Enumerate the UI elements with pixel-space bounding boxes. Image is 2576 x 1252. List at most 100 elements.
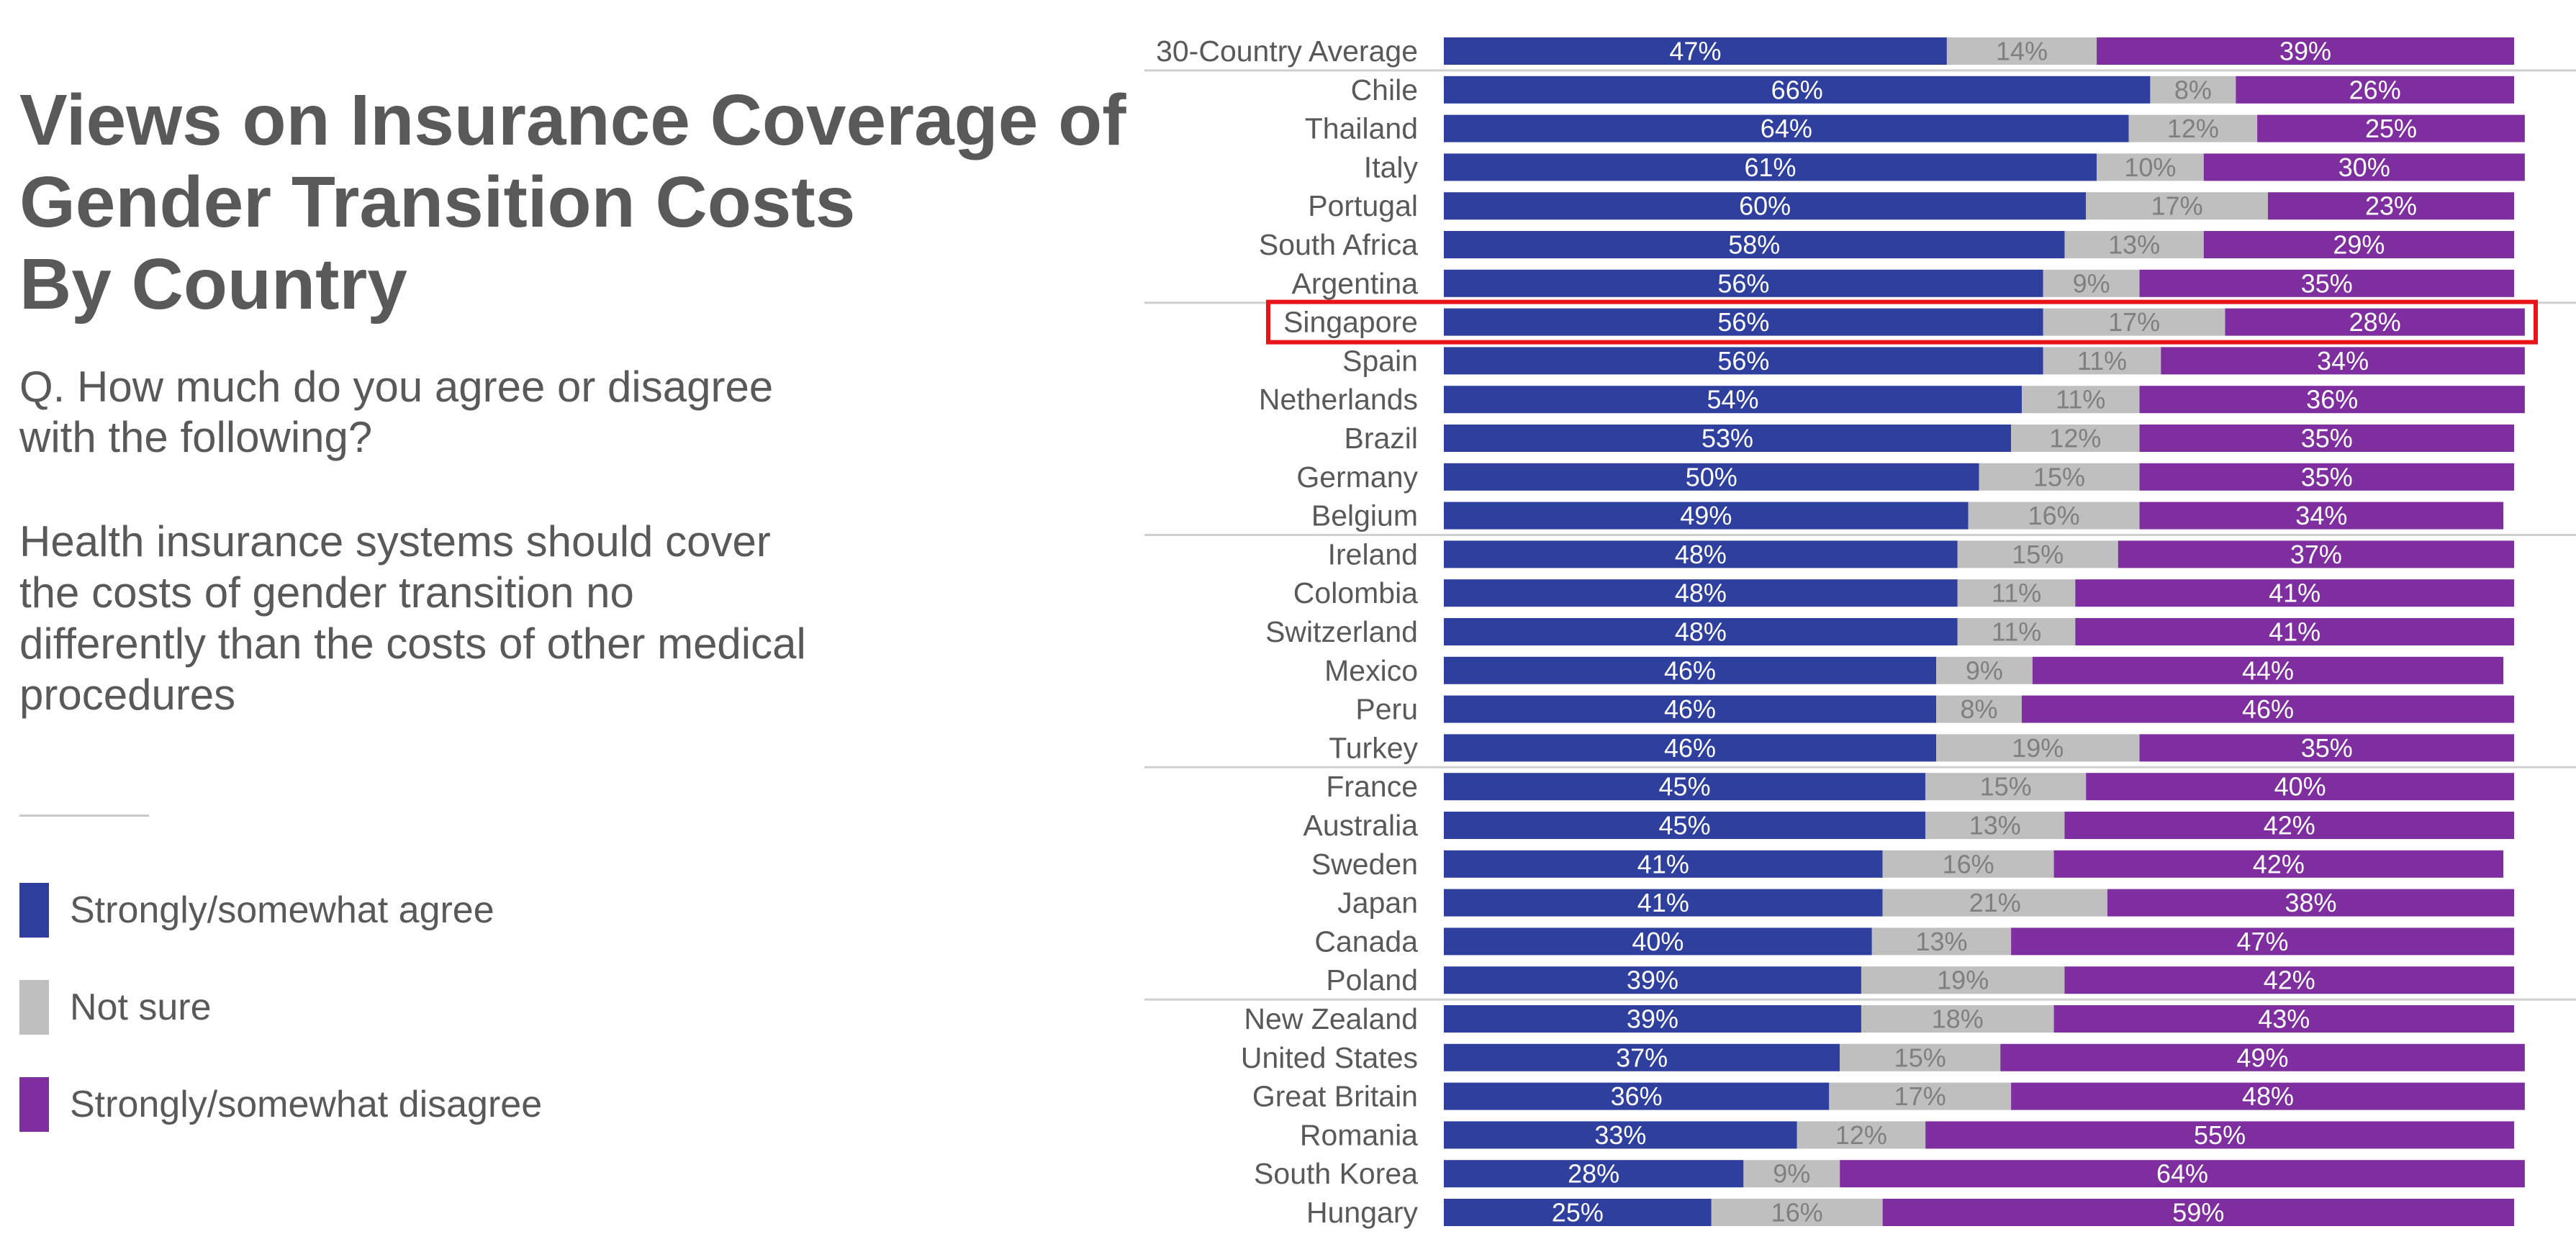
data-label-hungary-strongly-somewhat-agree: 25%	[1552, 1198, 1604, 1228]
bar-argentina-strongly-somewhat-disagree	[2139, 269, 2514, 297]
category-label-romania: Romania	[1300, 1118, 1418, 1151]
bar-portugal-strongly-somewhat-agree	[1444, 192, 2087, 220]
bar-italy-not-sure	[2097, 153, 2204, 181]
bar-great-britain-strongly-somewhat-disagree	[2011, 1082, 2525, 1110]
legend-swatch-disagree	[19, 1077, 49, 1132]
bar-italy-strongly-somewhat-agree	[1444, 153, 2097, 181]
data-label-australia-strongly-somewhat-disagree: 42%	[2264, 811, 2315, 840]
data-label-south-africa-strongly-somewhat-agree: 58%	[1728, 230, 1780, 260]
bar-chile-not-sure	[2150, 76, 2236, 104]
data-label-south-korea-strongly-somewhat-disagree: 64%	[2156, 1159, 2208, 1189]
category-label-italy: Italy	[1364, 150, 1419, 183]
data-label-canada-not-sure: 13%	[1915, 927, 1967, 956]
bar-australia-strongly-somewhat-agree	[1444, 812, 1926, 839]
bar-poland-not-sure	[1861, 966, 2065, 994]
category-label-argentina: Argentina	[1291, 267, 1418, 300]
data-label-argentina-not-sure: 9%	[2073, 268, 2110, 298]
bar-sweden-not-sure	[1882, 850, 2054, 878]
bar-italy-strongly-somewhat-disagree	[2203, 153, 2525, 181]
data-label-japan-not-sure: 21%	[1969, 888, 2021, 917]
bar-belgium-strongly-somewhat-disagree	[2139, 502, 2504, 530]
bar-germany-strongly-somewhat-agree	[1444, 463, 1979, 491]
legend-label-agree: Strongly/somewhat agree	[70, 889, 494, 931]
data-label-turkey-not-sure: 19%	[2012, 733, 2064, 763]
data-label-great-britain-not-sure: 17%	[1894, 1081, 1946, 1111]
data-label-colombia-strongly-somewhat-agree: 48%	[1675, 579, 1727, 608]
bar-hungary-strongly-somewhat-agree	[1444, 1199, 1712, 1226]
data-label-colombia-strongly-somewhat-disagree: 41%	[2269, 579, 2320, 608]
data-label-chile-strongly-somewhat-agree: 66%	[1771, 75, 1823, 104]
data-label-portugal-strongly-somewhat-disagree: 23%	[2365, 191, 2417, 221]
category-label-chile: Chile	[1351, 73, 1418, 106]
legend-label-not-sure: Not sure	[70, 986, 212, 1028]
data-label-chile-not-sure: 8%	[2174, 75, 2212, 104]
data-label-singapore-strongly-somewhat-disagree: 28%	[2349, 307, 2401, 337]
bar-south-africa-not-sure	[2064, 231, 2204, 258]
data-label-switzerland-not-sure: 11%	[1992, 617, 2041, 647]
bar-sweden-strongly-somewhat-agree	[1444, 850, 1883, 878]
category-label-great-britain: Great Britain	[1252, 1080, 1418, 1113]
category-label-poland: Poland	[1326, 963, 1418, 997]
data-label-united-states-not-sure: 15%	[1894, 1043, 1946, 1072]
bar-romania-strongly-somewhat-agree	[1444, 1121, 1797, 1149]
category-label-japan: Japan	[1337, 886, 1418, 920]
bar-netherlands-not-sure	[2021, 386, 2140, 414]
data-label-thailand-strongly-somewhat-disagree: 25%	[2365, 114, 2417, 143]
category-label-singapore: Singapore	[1283, 306, 1418, 339]
bar-spain-not-sure	[2043, 347, 2161, 375]
bar-new-zealand-strongly-somewhat-disagree	[2053, 1005, 2514, 1033]
bar-switzerland-strongly-somewhat-disagree	[2075, 618, 2514, 645]
bar-chile-strongly-somewhat-agree	[1444, 76, 2151, 104]
category-label-germany: Germany	[1296, 461, 1418, 494]
data-label-sweden-strongly-somewhat-disagree: 42%	[2253, 849, 2305, 879]
data-label-france-strongly-somewhat-agree: 45%	[1659, 772, 1711, 802]
data-label-thailand-not-sure: 12%	[2167, 114, 2219, 143]
bar-peru-strongly-somewhat-agree	[1444, 695, 1937, 723]
bar-canada-strongly-somewhat-agree	[1444, 927, 1872, 956]
data-label-poland-strongly-somewhat-agree: 39%	[1627, 966, 1678, 995]
data-label-france-strongly-somewhat-disagree: 40%	[2274, 772, 2326, 802]
data-label-chile-strongly-somewhat-disagree: 26%	[2349, 75, 2401, 104]
bar-argentina-not-sure	[2043, 269, 2140, 297]
data-label-united-states-strongly-somewhat-agree: 37%	[1616, 1043, 1668, 1072]
bar-belgium-strongly-somewhat-agree	[1444, 502, 1969, 530]
bar-peru-not-sure	[1936, 695, 2022, 723]
bar-netherlands-strongly-somewhat-agree	[1444, 386, 2022, 414]
data-label-belgium-not-sure: 16%	[2028, 501, 2080, 530]
bar-argentina-strongly-somewhat-agree	[1444, 269, 2043, 297]
bar-new-zealand-strongly-somewhat-agree	[1444, 1005, 1861, 1033]
bar-switzerland-not-sure	[1957, 618, 2076, 645]
legend-item-not-sure: Not sure	[19, 980, 667, 1038]
category-label-france: France	[1326, 770, 1418, 803]
bar-chile-strongly-somewhat-disagree	[2236, 76, 2514, 104]
legend-item-agree: Strongly/somewhat agree	[19, 883, 667, 940]
bar-poland-strongly-somewhat-disagree	[2064, 966, 2514, 994]
bar-japan-strongly-somewhat-disagree	[2107, 889, 2514, 917]
data-label-great-britain-strongly-somewhat-agree: 36%	[1611, 1081, 1663, 1111]
data-label-brazil-not-sure: 12%	[2049, 424, 2101, 453]
bar-mexico-not-sure	[1936, 656, 2033, 684]
bar-germany-not-sure	[1979, 463, 2140, 491]
data-label-turkey-strongly-somewhat-disagree: 35%	[2301, 733, 2353, 763]
data-label-germany-strongly-somewhat-disagree: 35%	[2301, 462, 2353, 491]
data-label-30-country-average-strongly-somewhat-agree: 47%	[1669, 37, 1721, 66]
bar-south-africa-strongly-somewhat-disagree	[2203, 231, 2514, 258]
data-label-netherlands-strongly-somewhat-disagree: 36%	[2306, 385, 2358, 414]
data-label-hungary-strongly-somewhat-disagree: 59%	[2172, 1198, 2224, 1228]
data-label-romania-strongly-somewhat-disagree: 55%	[2194, 1120, 2246, 1150]
bar-romania-strongly-somewhat-disagree	[1925, 1121, 2514, 1149]
bar-south-africa-strongly-somewhat-agree	[1444, 231, 2065, 258]
category-label-sweden: Sweden	[1311, 848, 1418, 881]
bar-portugal-not-sure	[2086, 192, 2268, 220]
data-label-peru-not-sure: 8%	[1960, 694, 1997, 724]
category-label-south-korea: South Korea	[1254, 1157, 1418, 1190]
data-label-hungary-not-sure: 16%	[1771, 1198, 1823, 1228]
bar-thailand-strongly-somewhat-disagree	[2257, 114, 2525, 142]
category-label-australia: Australia	[1303, 809, 1418, 842]
bar-france-not-sure	[1925, 773, 2087, 801]
data-label-sweden-strongly-somewhat-agree: 41%	[1637, 849, 1689, 879]
chart-title: Views on Insurance Coverage of Gender Tr…	[19, 80, 1126, 325]
bar-spain-strongly-somewhat-agree	[1444, 347, 2043, 375]
category-label-turkey: Turkey	[1329, 731, 1418, 764]
data-label-singapore-not-sure: 17%	[2108, 307, 2160, 337]
